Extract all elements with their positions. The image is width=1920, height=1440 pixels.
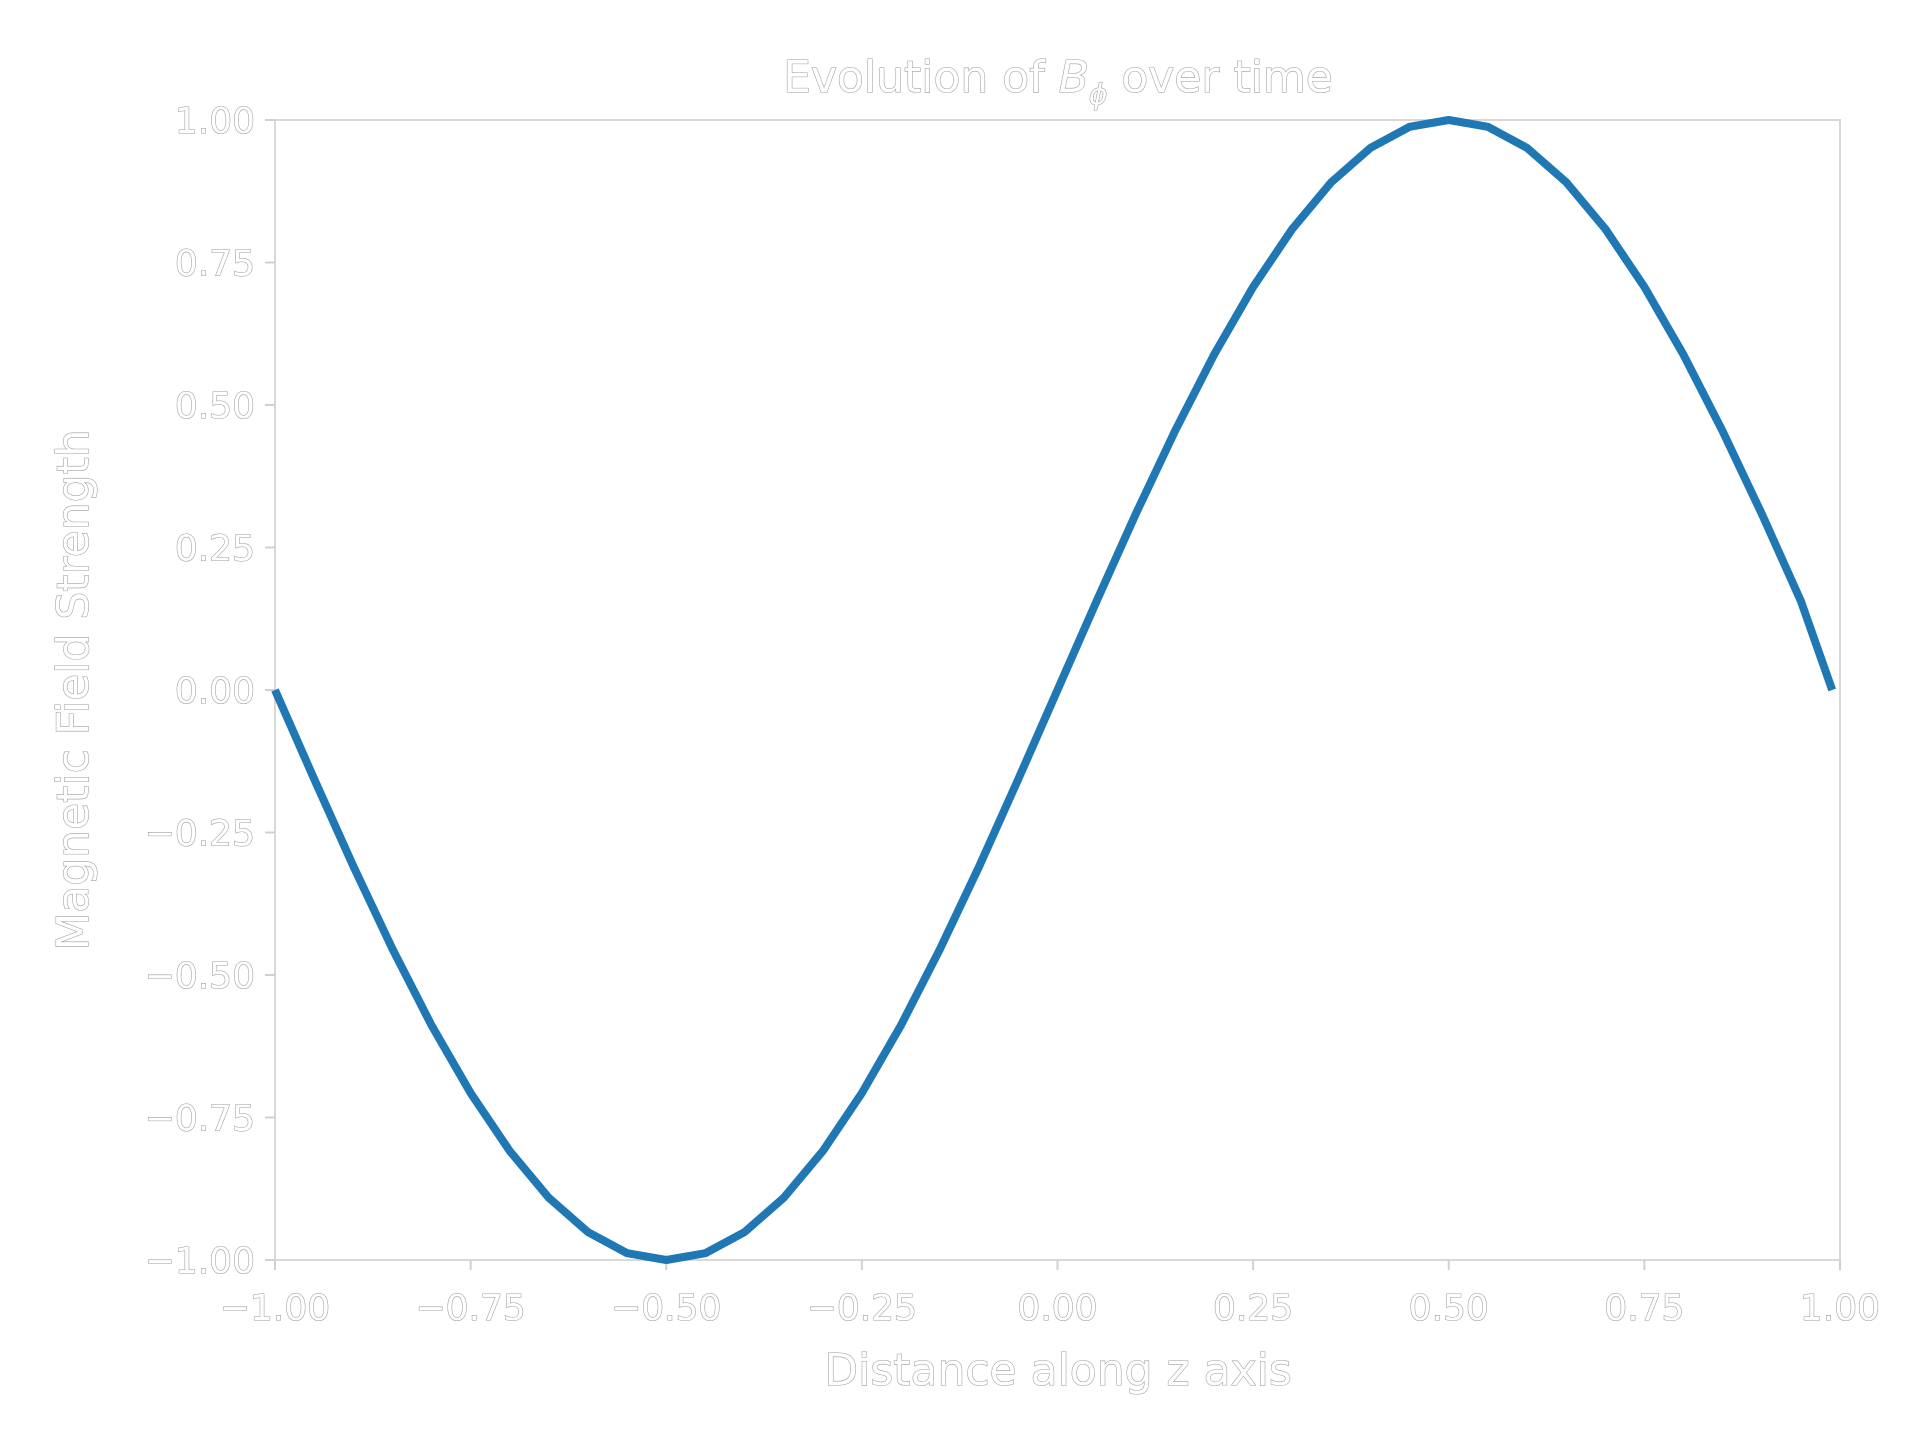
x-tick-label: −0.25 [807, 1288, 917, 1329]
x-tick-label: 0.75 [1604, 1288, 1684, 1329]
y-tick-label: −1.00 [145, 1241, 255, 1282]
series-line [271, 116, 1836, 1264]
y-tick-label: 1.00 [175, 101, 255, 142]
x-tick-label: 0.50 [1409, 1288, 1489, 1329]
x-tick-label: −1.00 [220, 1288, 330, 1329]
y-tick-label: −0.50 [145, 956, 255, 997]
y-tick-label: 0.75 [175, 244, 255, 285]
x-tick-label: 0.25 [1213, 1288, 1293, 1329]
y-tick-label: 0.50 [175, 386, 255, 427]
x-tick-label: −0.50 [611, 1288, 721, 1329]
x-tick-label: 0.00 [1017, 1288, 1097, 1329]
plot-area: −1.00 −0.75 −0.50 −0.25 0.00 0.25 0.50 0.75 1.00… [144, 100, 1881, 1329]
x-tick-label: −0.75 [415, 1288, 525, 1329]
y-tick-label: 0.00 [175, 671, 255, 712]
x-tick-label: 1.00 [1800, 1288, 1880, 1329]
y-tick-label: −0.75 [145, 1099, 255, 1140]
y-tick-label: 0.25 [175, 529, 255, 570]
chart-title: Evolution of Bϕ over time [783, 52, 1333, 111]
y-tick-label: −0.25 [145, 814, 255, 855]
x-axis-label: Distance along z axis [824, 1345, 1292, 1396]
y-axis-label: Magnetic Field Strength [48, 429, 99, 950]
